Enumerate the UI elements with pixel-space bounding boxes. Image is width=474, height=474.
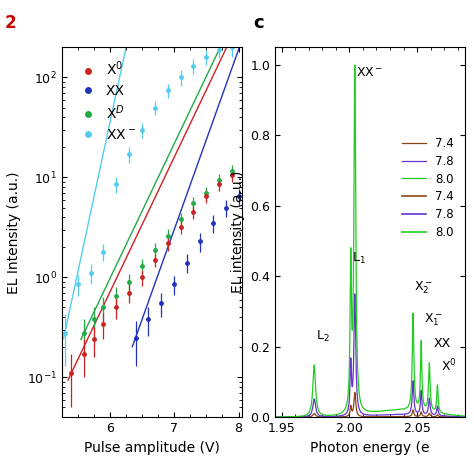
7.8 [462,414,467,419]
Text: c: c [254,14,264,32]
8.0 [272,414,278,420]
7.8 [272,414,278,420]
7.4 [438,414,443,419]
Line: 7.8: 7.8 [275,294,465,417]
Line: 7.4: 7.4 [275,392,465,417]
Text: X$_1^-$: X$_1^-$ [424,311,443,328]
8.0 [305,411,310,417]
8.0 [294,414,300,419]
Text: XX: XX [433,337,451,350]
7.8 [458,414,464,419]
8.0 [345,396,350,402]
8.0 [352,62,358,68]
X-axis label: Pulse amplitude (V): Pulse amplitude (V) [84,440,219,455]
8.0 [353,237,359,242]
7.8 [438,412,443,418]
Text: XX$^-$: XX$^-$ [356,65,383,79]
8.0 [438,409,443,414]
7.4 [353,402,359,408]
7.8 [305,413,310,419]
Line: 8.0: 8.0 [275,65,465,417]
7.4 [345,413,350,419]
7.4 [458,414,464,420]
7.8 [353,352,359,358]
7.4 [305,414,310,419]
Text: X$_2^-$: X$_2^-$ [414,279,433,296]
Text: 2: 2 [5,14,17,32]
Legend: 7.4, 7.8, 8.0, 7.4, 7.8, 8.0: 7.4, 7.8, 8.0, 7.4, 7.8, 8.0 [397,132,459,244]
8.0 [462,413,467,419]
Text: X$^0$: X$^0$ [441,358,457,374]
7.4 [352,390,358,395]
Legend: X$^0$, XX, X$^D$, XX$^-$: X$^0$, XX, X$^D$, XX$^-$ [69,55,142,147]
7.8 [352,291,358,297]
7.8 [345,408,350,414]
Y-axis label: EL intensity (a.u.): EL intensity (a.u.) [230,171,245,293]
8.0 [458,413,464,419]
7.4 [462,414,467,420]
Text: L$_2$: L$_2$ [316,328,329,344]
X-axis label: Photon energy (e: Photon energy (e [310,440,429,455]
7.8 [294,414,300,420]
7.4 [294,414,300,420]
Text: L$_1$: L$_1$ [352,251,366,266]
7.4 [272,414,278,420]
Y-axis label: EL Intensity (a.u.): EL Intensity (a.u.) [7,171,21,293]
